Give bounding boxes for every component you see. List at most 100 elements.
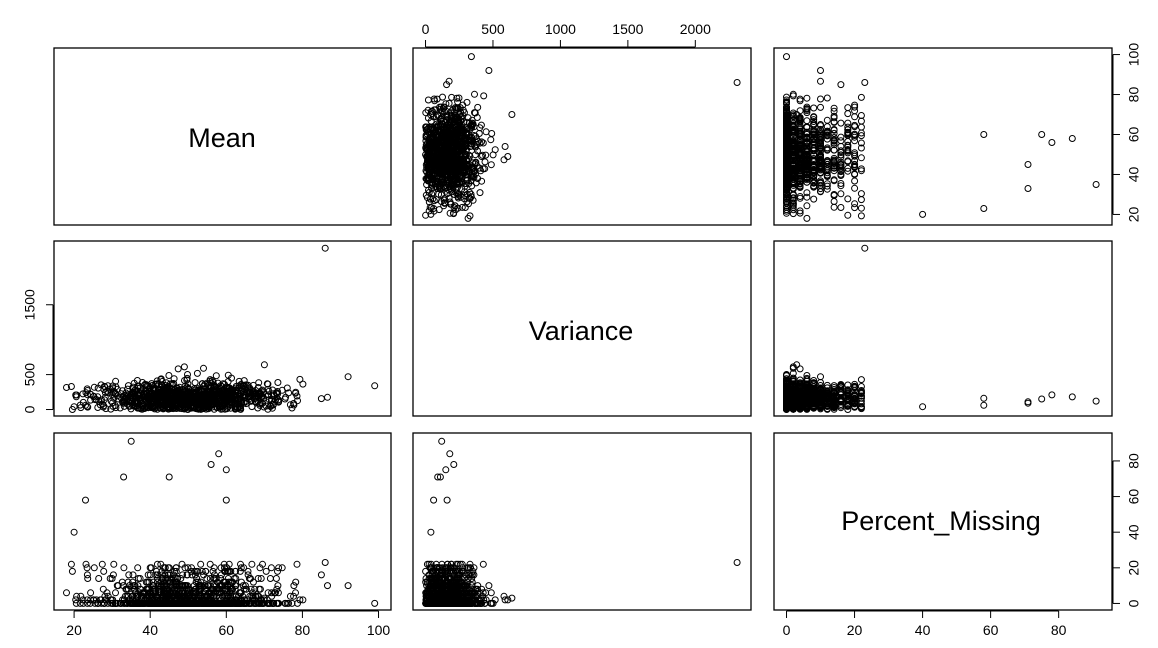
point-r0-c1 <box>442 100 450 108</box>
point-r1-c2 <box>980 394 988 402</box>
point-r0-c1 <box>473 162 481 170</box>
point-r0-c1 <box>426 134 434 142</box>
point-r0-c2 <box>837 153 845 161</box>
point-r0-c1 <box>474 175 482 182</box>
point-r0-c1 <box>489 151 497 159</box>
point-r0-c1 <box>451 177 459 185</box>
point-r0-c2 <box>844 119 852 127</box>
point-r0-c1 <box>481 158 489 166</box>
point-r0-c1 <box>482 151 490 159</box>
point-r0-c2 <box>1048 139 1056 146</box>
point-r0-c1 <box>445 77 453 85</box>
point-r1-c2 <box>980 401 988 409</box>
percent-missing-right-tick-label: 0 <box>1126 599 1142 607</box>
panel-frame-r1-c0 <box>53 240 392 417</box>
point-r2-c0 <box>110 560 118 568</box>
point-r0-c1 <box>446 198 454 206</box>
mean-bottom-tick-label: 60 <box>219 622 235 638</box>
point-r0-c1 <box>501 143 509 150</box>
point-r0-c1 <box>457 108 464 116</box>
point-r0-c1 <box>464 176 472 184</box>
point-r0-c1 <box>467 142 475 150</box>
point-r0-c1 <box>441 146 449 154</box>
point-r0-c1 <box>500 156 508 164</box>
percent-missing-right-tick-label: 20 <box>1126 560 1142 576</box>
point-r0-c1 <box>474 147 481 155</box>
point-r0-c1 <box>446 164 454 172</box>
point-r0-c1 <box>445 99 453 107</box>
point-r0-c1 <box>453 169 461 177</box>
point-r0-c1 <box>488 130 496 137</box>
point-r0-c1 <box>428 124 436 132</box>
point-r0-c2 <box>830 198 838 205</box>
point-r0-c1 <box>504 153 512 160</box>
point-r0-c1 <box>455 94 463 102</box>
point-r0-c1 <box>471 160 479 168</box>
point-r0-c1 <box>422 211 430 219</box>
point-r0-c1 <box>422 133 430 141</box>
point-r0-c1 <box>472 179 480 187</box>
point-r0-c1 <box>457 143 465 151</box>
point-r0-c1 <box>460 126 468 134</box>
point-r0-c2 <box>817 77 824 85</box>
point-r1-c0 <box>174 365 182 373</box>
point-r1-c2 <box>817 373 824 381</box>
point-r1-c0 <box>324 393 331 401</box>
point-r2-c0 <box>67 560 75 568</box>
variance-top-tick-label: 1500 <box>612 21 643 37</box>
panel-frame-r0-c0 <box>53 47 392 226</box>
point-r2-c0 <box>293 560 301 568</box>
point-r0-c1 <box>477 167 485 175</box>
point-r2-c0 <box>100 567 108 575</box>
point-r1-c0 <box>344 373 352 381</box>
point-r0-c1 <box>438 154 446 162</box>
point-r0-c1 <box>429 189 437 197</box>
point-r0-c2 <box>851 113 859 121</box>
percent-missing-right-tick-label: 60 <box>1126 489 1142 505</box>
point-r0-c2 <box>837 190 845 198</box>
point-r0-c1 <box>424 125 432 133</box>
point-r1-c0 <box>260 361 268 369</box>
point-r0-c2 <box>857 154 865 162</box>
point-r0-c1 <box>459 133 467 140</box>
point-r0-c2 <box>830 203 838 211</box>
point-r2-c0 <box>317 571 325 579</box>
point-r0-c1 <box>453 94 461 102</box>
point-r1-c2 <box>1048 391 1056 399</box>
point-r0-c1 <box>469 172 477 180</box>
point-r1-c0 <box>193 369 201 377</box>
point-r1-c0 <box>165 372 173 379</box>
point-r0-c2 <box>857 93 865 101</box>
point-r0-c1 <box>474 137 482 145</box>
point-r0-c2 <box>861 79 869 86</box>
point-r0-c1 <box>422 144 430 152</box>
point-r0-c2 <box>919 210 927 218</box>
point-r0-c2 <box>810 195 818 203</box>
point-r0-c2 <box>857 123 865 131</box>
point-r0-c2 <box>837 142 845 150</box>
point-r1-c2 <box>857 376 865 384</box>
mean-right-tick-label: 40 <box>1126 166 1142 182</box>
point-r0-c2 <box>980 205 988 212</box>
point-r0-c1 <box>429 163 437 171</box>
point-r0-c2 <box>1092 181 1100 188</box>
point-r0-c2 <box>817 67 824 74</box>
point-r0-c2 <box>803 189 811 197</box>
point-r0-c2 <box>980 131 988 138</box>
point-r0-c2 <box>796 182 804 190</box>
point-r1-c0 <box>274 379 282 386</box>
point-r0-c1 <box>424 176 432 184</box>
point-r2-c0 <box>324 582 331 590</box>
panel-frame-r2-c1 <box>412 432 752 611</box>
point-r0-c1 <box>441 142 449 150</box>
point-r2-c0 <box>120 564 128 572</box>
point-r0-c1 <box>468 119 476 127</box>
point-r0-c1 <box>459 145 467 153</box>
point-r0-c1 <box>430 205 438 212</box>
point-r2-c0 <box>112 589 119 597</box>
point-r0-c1 <box>478 153 486 160</box>
panel-frame-r1-c2 <box>773 240 1113 417</box>
percent-missing-right-tick-label: 80 <box>1126 453 1142 469</box>
point-r0-c2 <box>803 117 811 125</box>
point-r2-c0 <box>87 589 95 597</box>
